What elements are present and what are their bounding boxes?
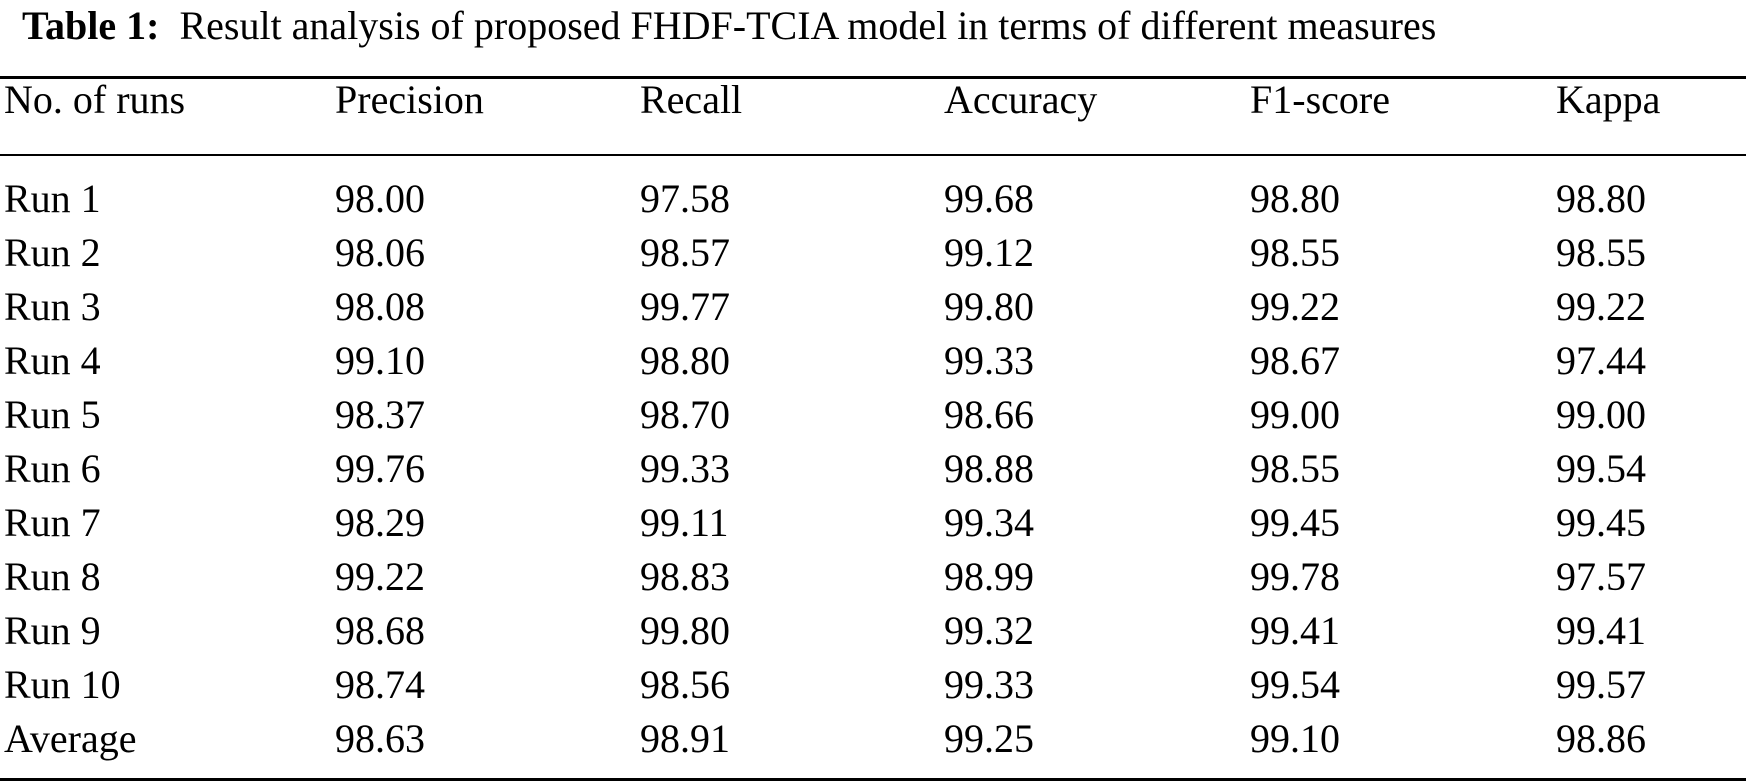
accuracy-value: 99.68 xyxy=(944,176,1034,221)
precision-value: 99.76 xyxy=(335,446,425,491)
kappa-value: 99.00 xyxy=(1556,392,1646,437)
table-row: Run 6 99.76 99.33 98.88 98.55 99.54 xyxy=(0,442,1746,496)
row-label: Run 1 xyxy=(4,176,101,221)
kappa-value: 99.45 xyxy=(1556,500,1646,545)
row-label: Run 8 xyxy=(4,554,101,599)
f1-score-value: 99.78 xyxy=(1250,554,1340,599)
header-f1-score: F1-score xyxy=(1250,77,1390,122)
row-label: Run 6 xyxy=(4,446,101,491)
accuracy-value: 99.34 xyxy=(944,500,1034,545)
table-caption-label: Table 1: xyxy=(22,3,160,48)
table-row: Run 1 98.00 97.58 99.68 98.80 98.80 xyxy=(0,172,1746,226)
recall-value: 99.33 xyxy=(640,446,730,491)
header-runs: No. of runs xyxy=(4,77,186,122)
recall-value: 98.80 xyxy=(640,338,730,383)
row-label: Run 4 xyxy=(4,338,101,383)
row-label: Run 7 xyxy=(4,500,101,545)
kappa-value: 98.86 xyxy=(1556,716,1646,761)
kappa-value: 97.44 xyxy=(1556,338,1646,383)
recall-value: 98.70 xyxy=(640,392,730,437)
accuracy-value: 99.80 xyxy=(944,284,1034,329)
precision-value: 98.74 xyxy=(335,662,425,707)
table-header-row: No. of runs Precision Recall Accuracy F1… xyxy=(0,73,1746,127)
precision-value: 99.10 xyxy=(335,338,425,383)
precision-value: 98.37 xyxy=(335,392,425,437)
table-row: Run 9 98.68 99.80 99.32 99.41 99.41 xyxy=(0,604,1746,658)
f1-score-value: 98.67 xyxy=(1250,338,1340,383)
table-top-rule xyxy=(0,76,1746,79)
accuracy-value: 99.33 xyxy=(944,338,1034,383)
f1-score-value: 99.54 xyxy=(1250,662,1340,707)
recall-value: 98.91 xyxy=(640,716,730,761)
f1-score-value: 99.10 xyxy=(1250,716,1340,761)
header-kappa: Kappa xyxy=(1556,77,1661,122)
f1-score-value: 99.45 xyxy=(1250,500,1340,545)
precision-value: 98.00 xyxy=(335,176,425,221)
f1-score-value: 98.55 xyxy=(1250,230,1340,275)
row-label: Run 9 xyxy=(4,608,101,653)
precision-value: 98.08 xyxy=(335,284,425,329)
kappa-value: 98.55 xyxy=(1556,230,1646,275)
table-row: Run 2 98.06 98.57 99.12 98.55 98.55 xyxy=(0,226,1746,280)
f1-score-value: 99.41 xyxy=(1250,608,1340,653)
kappa-value: 99.57 xyxy=(1556,662,1646,707)
table-row: Run 4 99.10 98.80 99.33 98.67 97.44 xyxy=(0,334,1746,388)
precision-value: 98.68 xyxy=(335,608,425,653)
kappa-value: 97.57 xyxy=(1556,554,1646,599)
table-row: Run 3 98.08 99.77 99.80 99.22 99.22 xyxy=(0,280,1746,334)
kappa-value: 99.41 xyxy=(1556,608,1646,653)
precision-value: 99.22 xyxy=(335,554,425,599)
row-label: Run 2 xyxy=(4,230,101,275)
kappa-value: 99.54 xyxy=(1556,446,1646,491)
f1-score-value: 98.55 xyxy=(1250,446,1340,491)
accuracy-value: 98.66 xyxy=(944,392,1034,437)
header-precision: Precision xyxy=(335,77,484,122)
row-label: Run 10 xyxy=(4,662,121,707)
f1-score-value: 98.80 xyxy=(1250,176,1340,221)
kappa-value: 98.80 xyxy=(1556,176,1646,221)
header-recall: Recall xyxy=(640,77,743,122)
accuracy-value: 98.99 xyxy=(944,554,1034,599)
f1-score-value: 99.00 xyxy=(1250,392,1340,437)
table-row: Run 10 98.74 98.56 99.33 99.54 99.57 xyxy=(0,658,1746,712)
recall-value: 99.77 xyxy=(640,284,730,329)
table-caption-text: Result analysis of proposed FHDF-TCIA mo… xyxy=(179,3,1437,48)
accuracy-value: 98.88 xyxy=(944,446,1034,491)
recall-value: 98.83 xyxy=(640,554,730,599)
recall-value: 99.11 xyxy=(640,500,729,545)
row-label: Run 5 xyxy=(4,392,101,437)
f1-score-value: 99.22 xyxy=(1250,284,1340,329)
recall-value: 98.56 xyxy=(640,662,730,707)
kappa-value: 99.22 xyxy=(1556,284,1646,329)
table-bottom-rule xyxy=(0,778,1746,781)
accuracy-value: 99.32 xyxy=(944,608,1034,653)
precision-value: 98.29 xyxy=(335,500,425,545)
precision-value: 98.63 xyxy=(335,716,425,761)
table-row: Run 7 98.29 99.11 99.34 99.45 99.45 xyxy=(0,496,1746,550)
table-row: Run 5 98.37 98.70 98.66 99.00 99.00 xyxy=(0,388,1746,442)
precision-value: 98.06 xyxy=(335,230,425,275)
recall-value: 97.58 xyxy=(640,176,730,221)
recall-value: 98.57 xyxy=(640,230,730,275)
row-label: Run 3 xyxy=(4,284,101,329)
row-label: Average xyxy=(4,716,137,761)
accuracy-value: 99.25 xyxy=(944,716,1034,761)
accuracy-value: 99.12 xyxy=(944,230,1034,275)
table-caption: Table 1: Result analysis of proposed FHD… xyxy=(22,0,1436,60)
accuracy-value: 99.33 xyxy=(944,662,1034,707)
header-accuracy: Accuracy xyxy=(944,77,1098,122)
table-row: Run 8 99.22 98.83 98.99 99.78 97.57 xyxy=(0,550,1746,604)
table-header-rule xyxy=(0,154,1746,156)
recall-value: 99.80 xyxy=(640,608,730,653)
table-row-average: Average 98.63 98.91 99.25 99.10 98.86 xyxy=(0,712,1746,766)
